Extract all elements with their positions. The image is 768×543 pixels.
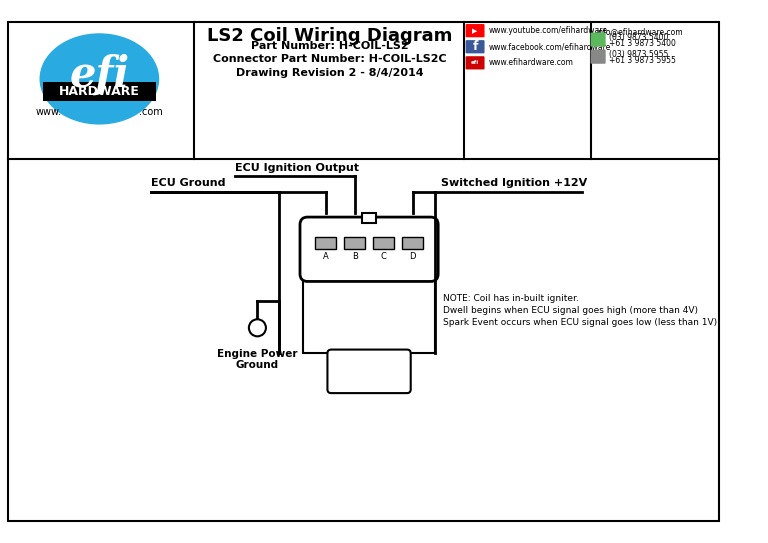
Text: C: C — [380, 252, 386, 261]
FancyBboxPatch shape — [362, 213, 376, 223]
Text: .com: .com — [139, 107, 163, 117]
Text: ECU Ground: ECU Ground — [151, 178, 226, 188]
Text: www.facebook.com/efihardware: www.facebook.com/efihardware — [488, 42, 611, 51]
Text: Drawing Revision 2 - 8/4/2014: Drawing Revision 2 - 8/4/2014 — [236, 67, 423, 78]
FancyBboxPatch shape — [303, 281, 435, 353]
Text: +61 3 9873 5955: +61 3 9873 5955 — [608, 56, 675, 66]
Text: +61 3 9873 5400: +61 3 9873 5400 — [608, 40, 675, 48]
Text: Dwell begins when ECU signal goes high (more than 4V): Dwell begins when ECU signal goes high (… — [443, 306, 698, 315]
Text: (03) 9873 5955: (03) 9873 5955 — [608, 50, 668, 59]
FancyBboxPatch shape — [327, 350, 411, 393]
Text: (03) 9873 5400: (03) 9873 5400 — [608, 33, 668, 42]
FancyBboxPatch shape — [591, 33, 606, 47]
Text: efi: efi — [69, 53, 130, 95]
Text: f: f — [472, 40, 478, 53]
Text: Engine Power
Ground: Engine Power Ground — [217, 349, 298, 370]
FancyBboxPatch shape — [42, 82, 156, 100]
FancyBboxPatch shape — [465, 40, 485, 53]
FancyBboxPatch shape — [402, 237, 423, 249]
Text: info@efihardware.com: info@efihardware.com — [596, 27, 683, 36]
Text: efi: efi — [471, 60, 479, 65]
Text: Part Number: H-COIL-LS2: Part Number: H-COIL-LS2 — [250, 41, 408, 51]
FancyBboxPatch shape — [8, 22, 719, 521]
Text: www.: www. — [36, 107, 62, 117]
Text: Switched Ignition +12V: Switched Ignition +12V — [441, 178, 588, 188]
FancyBboxPatch shape — [372, 237, 394, 249]
FancyBboxPatch shape — [300, 217, 439, 281]
Text: A: A — [323, 252, 329, 261]
FancyBboxPatch shape — [315, 237, 336, 249]
Text: www.youtube.com/efihardware: www.youtube.com/efihardware — [488, 26, 607, 35]
Text: D: D — [409, 252, 415, 261]
Text: LS2 Coil Wiring Diagram: LS2 Coil Wiring Diagram — [207, 27, 452, 45]
Ellipse shape — [40, 34, 158, 124]
Text: HARDWARE: HARDWARE — [59, 85, 140, 98]
Text: ECU Ignition Output: ECU Ignition Output — [235, 162, 359, 173]
FancyBboxPatch shape — [345, 237, 366, 249]
Text: Connector Part Number: H-COIL-LS2C: Connector Part Number: H-COIL-LS2C — [213, 54, 446, 64]
Text: ▶: ▶ — [472, 28, 478, 34]
Text: NOTE: Coil has in-built igniter.: NOTE: Coil has in-built igniter. — [443, 294, 578, 303]
FancyBboxPatch shape — [465, 24, 485, 37]
Text: B: B — [352, 252, 358, 261]
Text: www.efihardware.com: www.efihardware.com — [488, 58, 573, 67]
Text: Spark Event occurs when ECU signal goes low (less than 1V): Spark Event occurs when ECU signal goes … — [443, 318, 717, 327]
FancyBboxPatch shape — [465, 56, 485, 70]
FancyBboxPatch shape — [591, 49, 606, 64]
